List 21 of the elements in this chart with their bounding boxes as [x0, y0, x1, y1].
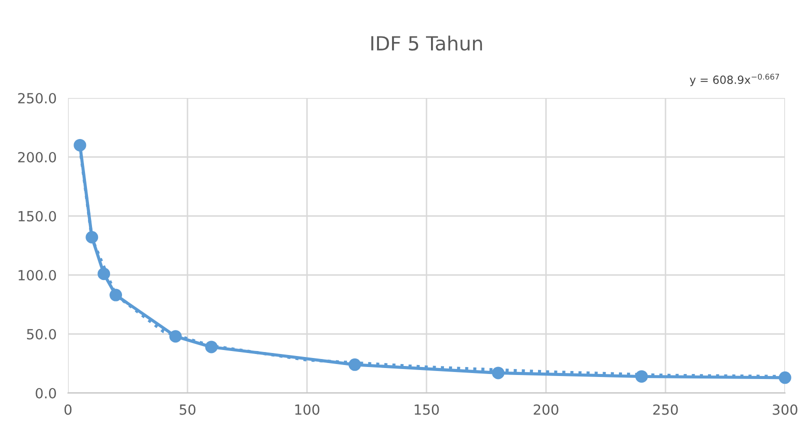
point [98, 268, 110, 280]
x-tick-label: 0 [64, 404, 72, 415]
y-tick-label: 0.0 [36, 388, 56, 398]
point [74, 138, 86, 152]
y-tick-label: 100.0 [18, 270, 56, 280]
y-tick-label: 250.0 [18, 92, 56, 104]
chart-title: IDF 5 Tahun [371, 36, 482, 51]
y-tick-label: 50.0 [27, 328, 56, 340]
x-tick-label: 100 [295, 404, 320, 415]
y-tick-label: 150.0 [18, 210, 56, 222]
x-tick-label: 50 [180, 404, 196, 415]
point [348, 358, 362, 371]
y-tick-label: 200.0 [18, 152, 56, 162]
x-tick-label: 300 [772, 404, 798, 415]
point [492, 366, 504, 380]
text: y = 608.9x$^{−0.667}$ [690, 74, 780, 86]
x-tick-label: 250 [653, 404, 678, 415]
point [778, 371, 792, 384]
x-tick-label: 150 [414, 404, 439, 415]
x-tick-label: 200 [534, 404, 558, 415]
point [86, 230, 98, 244]
